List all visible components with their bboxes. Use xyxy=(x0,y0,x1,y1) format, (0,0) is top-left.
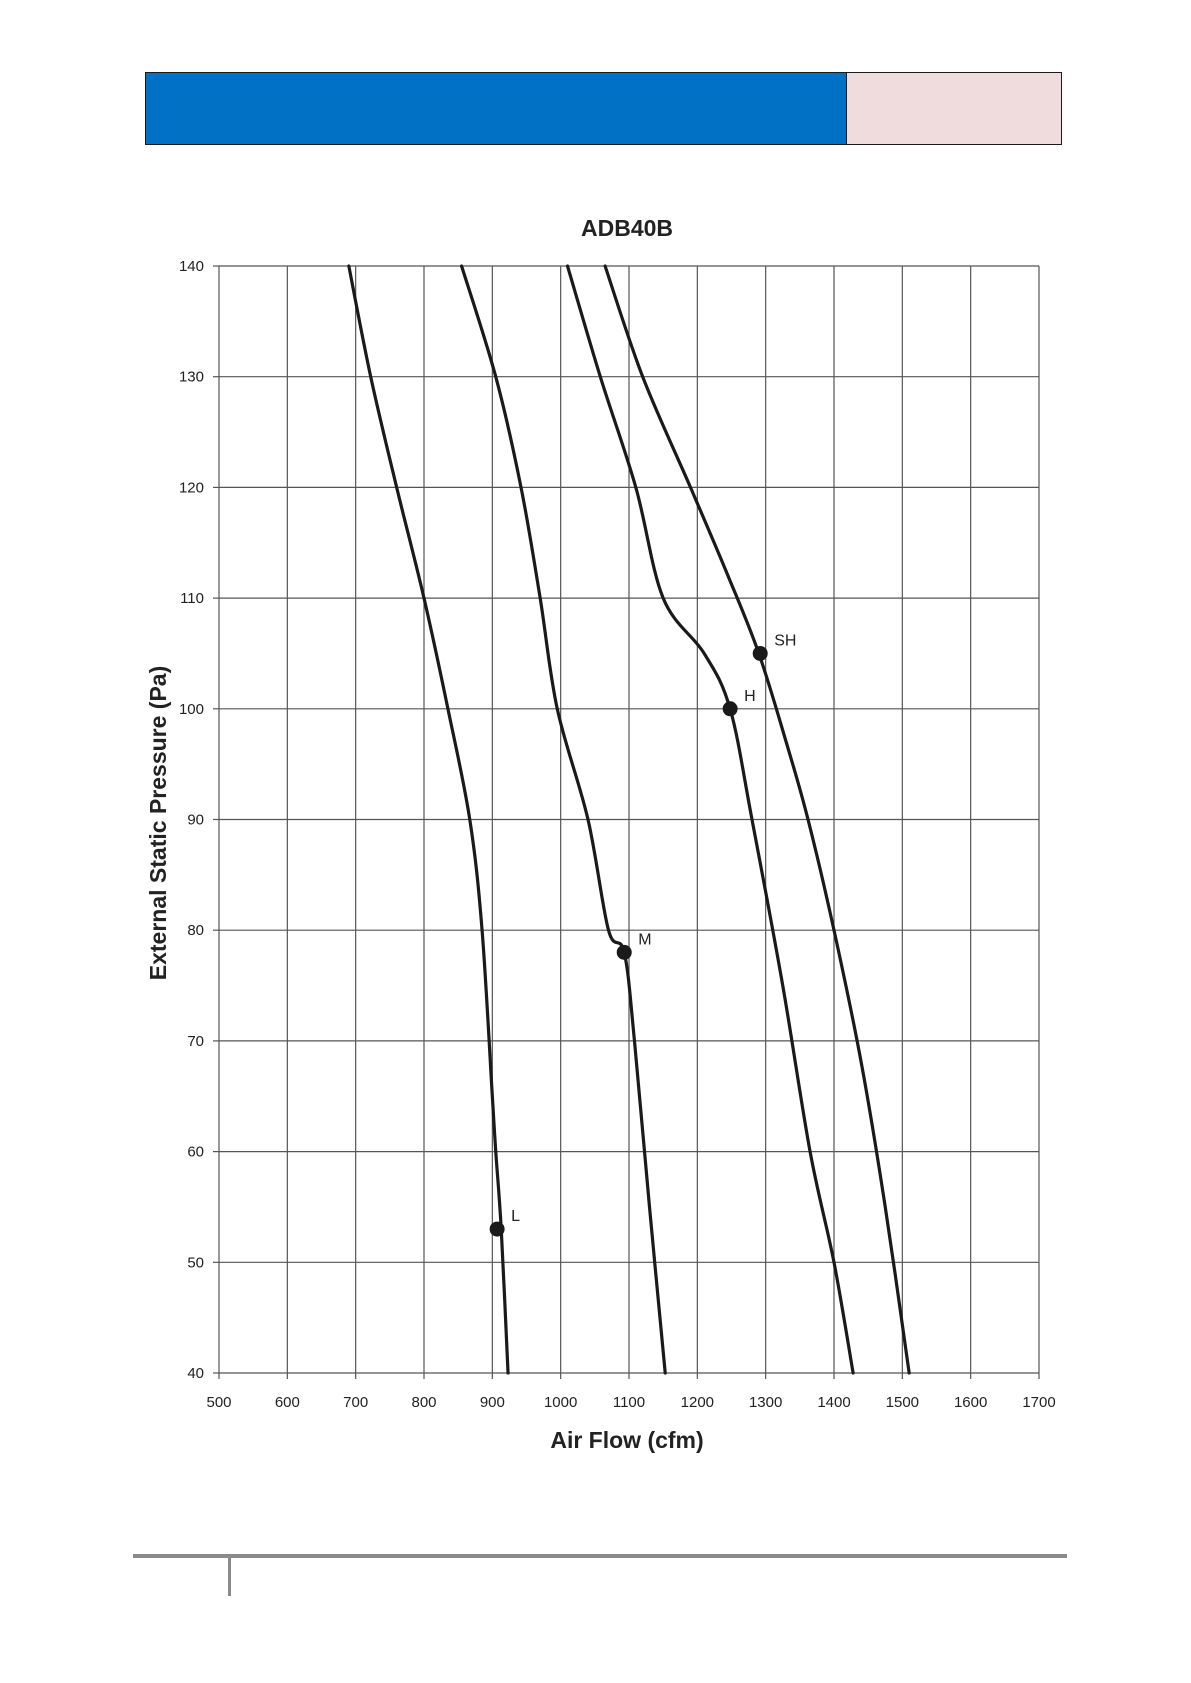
y-tick-label: 90 xyxy=(187,812,204,829)
x-tick-label: 1000 xyxy=(544,1394,577,1411)
x-tick-label: 600 xyxy=(275,1394,300,1411)
y-tick-label: 80 xyxy=(187,922,204,939)
x-tick-label: 1700 xyxy=(1022,1394,1055,1411)
x-tick-label: 500 xyxy=(206,1394,231,1411)
point-marker-sh xyxy=(752,645,768,661)
y-tick-label: 60 xyxy=(187,1144,204,1161)
x-tick-label: 900 xyxy=(480,1394,505,1411)
point-marker-l xyxy=(489,1221,505,1237)
header-blue-band xyxy=(146,73,847,144)
point-label-sh: SH xyxy=(774,632,796,649)
y-tick-label: 110 xyxy=(180,590,204,607)
x-tick-labels: 500 600 700 800 900 1000 1100 1200 1300 1400 1500 1… xyxy=(206,1394,1055,1411)
x-tick-label: 800 xyxy=(411,1394,436,1411)
point-marker-h xyxy=(722,701,738,717)
x-tick-label: 1200 xyxy=(681,1394,714,1411)
x-tick-label: 1400 xyxy=(817,1394,850,1411)
header-pink-band xyxy=(847,73,1061,144)
x-tick-label: 700 xyxy=(343,1394,368,1411)
point-label-l: L xyxy=(511,1208,520,1225)
point-label-h: H xyxy=(744,688,756,705)
chart-title: ADB40B xyxy=(581,215,673,241)
y-tick-label: 130 xyxy=(179,369,204,386)
x-axis-title: Air Flow (cfm) xyxy=(550,1427,703,1453)
point-label-m: M xyxy=(638,931,651,948)
x-tick-label: 1500 xyxy=(886,1394,919,1411)
y-tick-label: 120 xyxy=(179,479,204,496)
footer-tick xyxy=(228,1556,231,1596)
y-tick-labels: 40 50 60 70 80 90 100 110 120 130 140 xyxy=(179,258,204,1382)
y-axis-title: External Static Pressure (Pa) xyxy=(145,666,171,980)
fan-curve-1 xyxy=(347,264,510,1375)
x-tick-label: 1600 xyxy=(954,1394,987,1411)
fan-curve-3 xyxy=(565,264,855,1375)
point-marker-m xyxy=(616,944,632,960)
header-bar xyxy=(145,72,1062,145)
x-tick-label: 1100 xyxy=(613,1394,645,1411)
y-tick-label: 100 xyxy=(179,701,204,718)
y-tick-label: 40 xyxy=(187,1365,204,1382)
y-tick-label: 50 xyxy=(187,1254,204,1271)
grid-lines xyxy=(213,265,1040,1379)
y-tick-label: 140 xyxy=(179,258,204,275)
curves xyxy=(347,264,911,1375)
fan-curve-2 xyxy=(459,264,667,1375)
fan-curve-4 xyxy=(603,264,911,1375)
markers: L M H SH xyxy=(489,632,796,1237)
x-tick-label: 1300 xyxy=(749,1394,782,1411)
y-tick-label: 70 xyxy=(187,1033,204,1050)
footer-rule xyxy=(133,1554,1067,1558)
